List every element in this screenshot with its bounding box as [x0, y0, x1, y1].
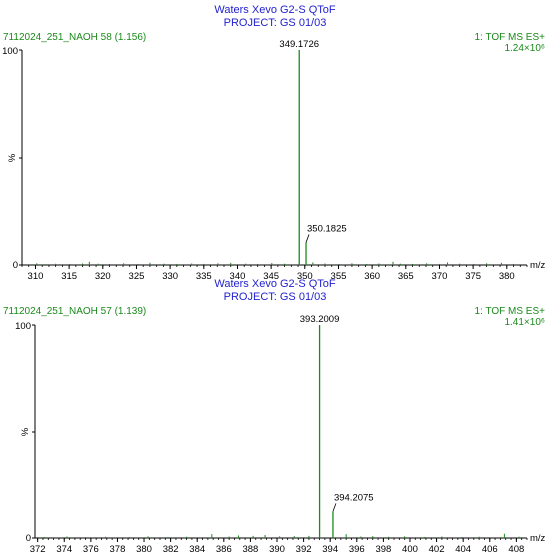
x-tick-label: 360	[364, 271, 380, 282]
spectrum-panel-1: Waters Xevo G2-S QToF PROJECT: GS 01/03 …	[2, 4, 545, 282]
x-ticks: 372 374 376 378 380 382 384 386 388 390 392 394 396 3…	[30, 538, 528, 555]
peak-label-leader	[305, 234, 310, 243]
x-tick-label: 376	[83, 544, 99, 555]
y-axis-label: %	[20, 427, 31, 436]
x-tick-label: 382	[163, 544, 179, 555]
peak-label: 349.1726	[279, 39, 319, 50]
x-tick-label: 315	[61, 271, 77, 282]
x-tick-label: 404	[455, 544, 471, 555]
y-tick-label-0: 0	[26, 533, 31, 544]
scan-label: 1: TOF MS ES+	[475, 32, 546, 43]
x-tick-label: 370	[432, 271, 448, 282]
x-tick-label: 335	[196, 271, 212, 282]
y-tick-label-0: 0	[13, 260, 18, 271]
x-tick-label: 402	[429, 544, 445, 555]
intensity-label: 1.24×10⁶	[504, 43, 545, 54]
chart-title: Waters Xevo G2-S QToF	[214, 278, 336, 290]
x-tick-label: 380	[136, 544, 152, 555]
sample-label: 7112024_251_NAOH 57 (1.139)	[3, 306, 146, 317]
y-tick-label-100: 100	[15, 321, 31, 332]
x-tick-label: 325	[129, 271, 145, 282]
chart-subtitle: PROJECT: GS 01/03	[224, 17, 327, 29]
x-tick-label: 350	[297, 271, 313, 282]
peak-label: 393.2009	[300, 314, 340, 325]
x-tick-label: 392	[296, 544, 312, 555]
x-axis-label: m/z	[530, 260, 546, 271]
x-tick-label: 330	[162, 271, 178, 282]
y-axis-label: %	[7, 153, 18, 162]
x-tick-label: 345	[263, 271, 279, 282]
chart-subtitle: PROJECT: GS 01/03	[224, 291, 327, 303]
x-tick-label: 396	[349, 544, 365, 555]
scan-label: 1: TOF MS ES+	[475, 306, 546, 317]
spectrum-peaks: 349.1726 350.1825	[36, 39, 515, 265]
peak-label: 394.2075	[334, 492, 374, 503]
spectrum-peaks: 393.2009 394.2075	[43, 314, 520, 538]
x-tick-label: 375	[465, 271, 481, 282]
x-tick-label: 310	[28, 271, 44, 282]
intensity-label: 1.41×10⁶	[504, 317, 545, 328]
x-tick-label: 340	[230, 271, 246, 282]
x-tick-label: 388	[242, 544, 258, 555]
sample-label: 7112024_251_NAOH 58 (1.156)	[3, 32, 146, 43]
spectrum-panel-2: Waters Xevo G2-S QToF PROJECT: GS 01/03 …	[3, 278, 546, 555]
x-tick-label: 406	[482, 544, 498, 555]
x-ticks: 310 315 320 325 330 335 340 345 350 355 360 365 370 3…	[21, 265, 528, 282]
chart-title: Waters Xevo G2-S QToF	[214, 4, 336, 16]
x-tick-label: 384	[189, 544, 205, 555]
x-tick-label: 355	[331, 271, 347, 282]
x-tick-label: 320	[95, 271, 111, 282]
x-tick-label: 408	[508, 544, 524, 555]
peak-label-leader	[332, 503, 337, 512]
x-tick-label: 390	[269, 544, 285, 555]
x-tick-label: 372	[30, 544, 46, 555]
peak-label: 350.1825	[307, 223, 347, 234]
x-tick-label: 378	[110, 544, 126, 555]
x-tick-label: 365	[398, 271, 414, 282]
y-tick-label-100: 100	[2, 46, 18, 57]
x-tick-label: 398	[375, 544, 391, 555]
x-tick-label: 386	[216, 544, 232, 555]
x-tick-label: 394	[322, 544, 338, 555]
x-tick-label: 374	[56, 544, 72, 555]
x-axis-label: m/z	[530, 533, 546, 544]
x-tick-label: 400	[402, 544, 418, 555]
x-tick-label: 380	[499, 271, 515, 282]
